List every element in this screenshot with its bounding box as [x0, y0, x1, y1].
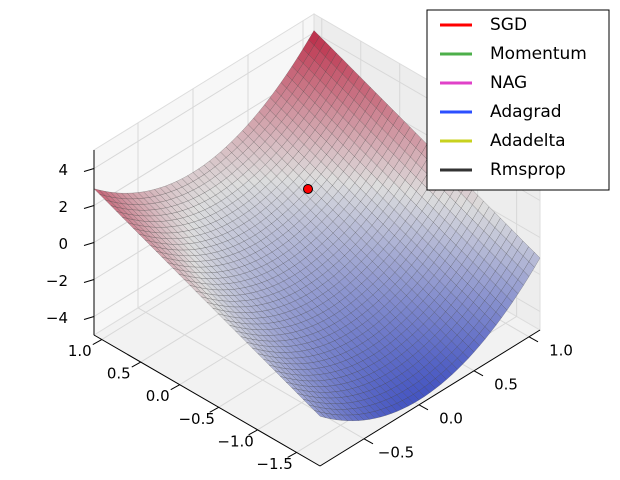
- y-tick: [363, 438, 374, 445]
- y-tick-label: −0.5: [378, 443, 414, 461]
- z-tick-label: 4: [58, 161, 68, 179]
- x-tick-label: −0.5: [178, 410, 214, 428]
- z-tick-label: 0: [58, 235, 68, 253]
- optimizer-start: [303, 184, 313, 194]
- x-tick-label: −1.5: [256, 455, 292, 473]
- surface: [93, 30, 541, 421]
- x-tick: [170, 384, 180, 391]
- x-tick-label: 0.0: [146, 387, 170, 405]
- axes: 1.00.50.0−0.5−1.0−1.5−0.50.00.51.0−4−202…: [46, 150, 573, 473]
- x-tick: [92, 339, 103, 345]
- z-tick-label: 2: [58, 198, 68, 216]
- x-tick-label: 1.0: [68, 342, 92, 360]
- z-tick-label: −4: [46, 309, 68, 327]
- z-tick: [83, 242, 95, 246]
- legend-label: Adadelta: [490, 131, 566, 151]
- z-tick-label: −2: [46, 272, 68, 290]
- surface-patch: [313, 410, 326, 418]
- z-tick: [83, 316, 95, 320]
- legend-label: NAG: [490, 73, 527, 93]
- y-axis: [319, 329, 541, 467]
- legend: SGD Momentum NAG Adagrad Adadelta Rmsprop: [426, 9, 610, 191]
- z-tick: [83, 279, 95, 283]
- y-tick: [418, 404, 429, 411]
- legend-label: SGD: [490, 15, 527, 35]
- x-tick: [248, 429, 258, 436]
- x-tick: [209, 406, 219, 413]
- y-tick-label: 0.5: [494, 375, 518, 393]
- y-tick-label: 0.0: [439, 409, 463, 427]
- legend-label: Momentum: [490, 44, 587, 64]
- x-axis: [93, 334, 321, 467]
- grid-line: [93, 32, 315, 169]
- x-tick: [287, 452, 297, 458]
- x-tick: [131, 361, 142, 368]
- y-tick: [528, 336, 539, 343]
- x-tick-label: −1.0: [217, 432, 253, 450]
- y-tick-label: 1.0: [549, 341, 573, 359]
- legend-box: [426, 9, 610, 191]
- y-tick: [473, 370, 484, 377]
- legend-label: Rmsprop: [490, 160, 566, 180]
- x-tick-label: 0.5: [107, 365, 131, 383]
- z-tick: [83, 168, 95, 172]
- legend-label: Adagrad: [490, 102, 562, 122]
- z-tick: [83, 205, 95, 209]
